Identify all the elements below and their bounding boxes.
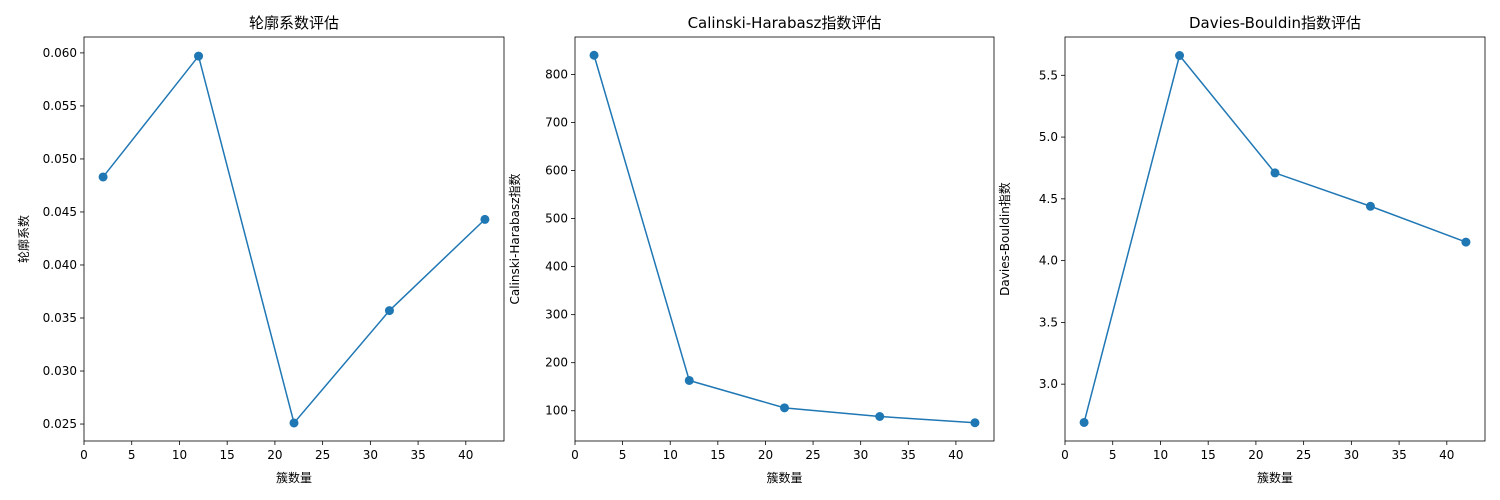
y-tick-label: 800 xyxy=(545,67,568,81)
data-point xyxy=(1175,51,1185,61)
y-tick-label: 0.025 xyxy=(43,417,77,431)
x-tick-label: 0 xyxy=(571,448,579,462)
plot-frame xyxy=(574,36,995,442)
y-tick-label: 0.060 xyxy=(43,46,77,60)
y-tick-label: 0.050 xyxy=(43,152,77,166)
x-tick-label: 40 xyxy=(458,448,473,462)
x-tick-label: 35 xyxy=(901,448,916,462)
series-line xyxy=(102,54,486,425)
x-tick-label: 35 xyxy=(1391,448,1406,462)
x-tick-label: 20 xyxy=(267,448,282,462)
data-point xyxy=(1461,237,1471,247)
data-point xyxy=(98,172,108,182)
y-tick-label: 4.5 xyxy=(1039,192,1058,206)
y-tick-label: 3.0 xyxy=(1039,377,1058,391)
plot-frame xyxy=(1064,36,1486,442)
series-line xyxy=(593,55,976,424)
plot-frame xyxy=(83,36,505,442)
x-tick-label: 15 xyxy=(710,448,725,462)
x-tick-label: 5 xyxy=(1109,448,1117,462)
y-tick-label: 100 xyxy=(545,404,568,418)
x-tick-label: 0 xyxy=(1061,448,1069,462)
chart-title: Calinski-Harabasz指数评估 xyxy=(688,14,882,32)
chart-panel-1: 轮廓系数评估 0 5 10 15 20 25 30 35 40 0.025 0.030 0.035 0.0… xyxy=(16,14,505,485)
x-tick-label: 25 xyxy=(1296,448,1311,462)
chart-title: 轮廓系数评估 xyxy=(249,14,339,32)
series-line xyxy=(1083,53,1467,423)
y-tick-label: 0.045 xyxy=(43,205,77,219)
x-tick-label: 40 xyxy=(1439,448,1454,462)
x-tick-label: 10 xyxy=(663,448,678,462)
y-tick-label: 3.5 xyxy=(1039,315,1058,329)
data-point xyxy=(194,51,204,61)
chart-panel-3: Davies-Bouldin指数评估 0 5 10 15 20 25 30 35 40 3.0 3.5… xyxy=(997,14,1486,485)
y-axis-label: Davies-Bouldin指数 xyxy=(997,182,1012,296)
x-tick-label: 10 xyxy=(1153,448,1168,462)
y-tick-label: 5.5 xyxy=(1039,68,1058,82)
x-tick-label: 30 xyxy=(853,448,868,462)
x-tick-label: 10 xyxy=(172,448,187,462)
x-tick-label: 5 xyxy=(619,448,627,462)
y-tick-label: 4.0 xyxy=(1039,254,1058,268)
chart-title: Davies-Bouldin指数评估 xyxy=(1189,14,1361,32)
chart-panel-2: Calinski-Harabasz指数评估 0 5 10 15 20 25 30 35 40 100… xyxy=(507,14,995,485)
x-tick-label: 20 xyxy=(758,448,773,462)
data-point xyxy=(780,403,789,413)
x-tick-label: 30 xyxy=(1344,448,1359,462)
x-tick-label: 0 xyxy=(80,448,88,462)
x-tick-label: 5 xyxy=(128,448,136,462)
x-tick-label: 40 xyxy=(948,448,963,462)
x-axis-label: 簇数量 xyxy=(1257,470,1293,485)
y-tick-label: 0.055 xyxy=(43,99,77,113)
data-point xyxy=(480,214,490,224)
data-point xyxy=(1079,417,1089,427)
data-point xyxy=(384,306,394,316)
x-axis-label: 簇数量 xyxy=(276,470,312,485)
x-tick-label: 25 xyxy=(805,448,820,462)
y-tick-label: 5.0 xyxy=(1039,130,1058,144)
data-point xyxy=(289,418,299,428)
y-axis-label: Calinski-Harabasz指数 xyxy=(507,173,522,304)
x-tick-label: 30 xyxy=(363,448,378,462)
data-point xyxy=(875,412,885,422)
x-tick-label: 25 xyxy=(315,448,330,462)
y-tick-label: 400 xyxy=(545,260,568,274)
y-tick-label: 600 xyxy=(545,164,568,178)
data-point xyxy=(684,375,694,385)
y-axis-label: 轮廓系数 xyxy=(16,215,31,263)
y-tick-label: 0.040 xyxy=(43,258,77,272)
data-point xyxy=(589,50,599,60)
y-tick-label: 0.035 xyxy=(43,311,77,325)
data-point xyxy=(1365,201,1375,211)
y-tick-label: 200 xyxy=(545,356,568,370)
data-point xyxy=(1270,168,1280,178)
y-tick-label: 300 xyxy=(545,308,568,322)
x-tick-label: 35 xyxy=(410,448,425,462)
x-tick-label: 15 xyxy=(1201,448,1216,462)
x-tick-label: 20 xyxy=(1248,448,1263,462)
x-tick-label: 15 xyxy=(220,448,235,462)
y-tick-label: 700 xyxy=(545,116,568,130)
y-tick-label: 0.030 xyxy=(43,364,77,378)
x-axis-label: 簇数量 xyxy=(766,470,802,485)
y-tick-label: 500 xyxy=(545,212,568,226)
data-point xyxy=(970,418,980,428)
